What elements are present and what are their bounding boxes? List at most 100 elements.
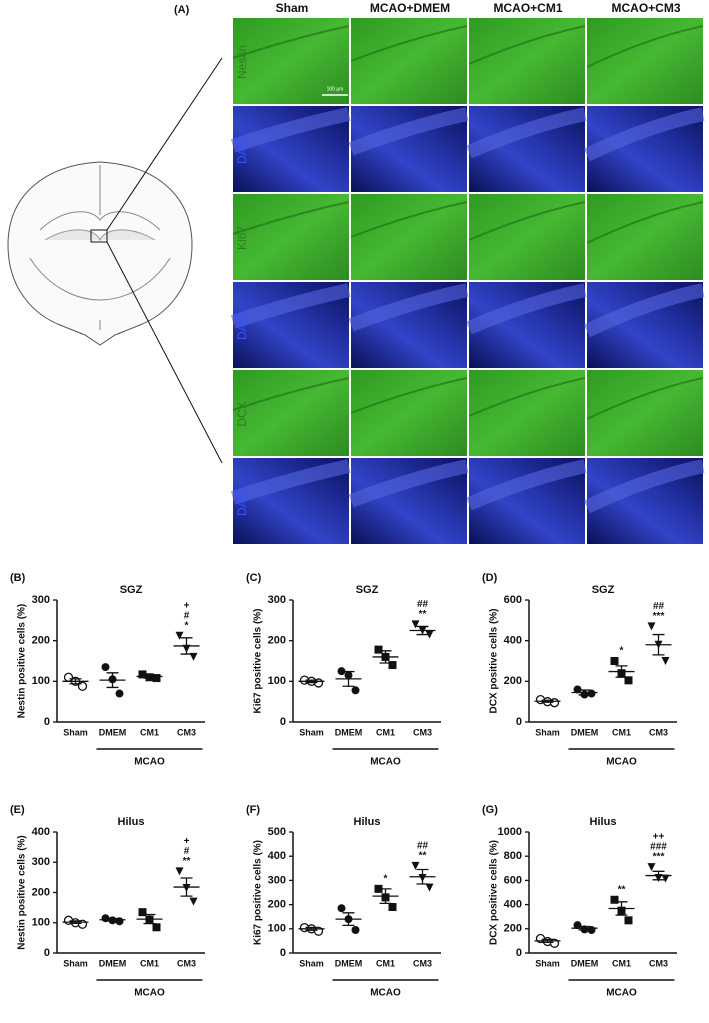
- x-tick-label: CM1: [612, 727, 631, 737]
- micrograph: [469, 194, 585, 280]
- micrograph: [233, 194, 349, 280]
- column-header: MCAO+DMEM: [370, 1, 450, 15]
- y-tick-label: 0: [516, 716, 522, 728]
- tissue-band: [586, 377, 704, 420]
- y-axis-label: Nestin positive cells (%): [17, 835, 28, 949]
- y-axis-label: DCX positive cells (%): [489, 608, 500, 713]
- error-bar: [342, 670, 355, 687]
- y-tick-label: 0: [280, 947, 286, 959]
- tissue-band: [350, 201, 468, 238]
- y-tick-label: 600: [504, 874, 522, 886]
- y-tick-label: 200: [32, 886, 50, 898]
- data-point: [152, 923, 161, 932]
- tissue-band: [348, 459, 469, 508]
- y-tick-label: 0: [516, 947, 522, 959]
- chart-title: Hilus: [590, 816, 617, 828]
- error-bar: [180, 877, 193, 897]
- x-tick-label: Sham: [63, 727, 88, 737]
- significance-label: ##: [653, 601, 665, 612]
- y-axis-label: Ki67 positive cells (%): [253, 608, 264, 713]
- error-bar: [541, 699, 554, 703]
- significance-label: +: [184, 600, 190, 611]
- error-bar: [106, 672, 119, 689]
- data-point: [101, 663, 110, 672]
- data-point: [425, 883, 434, 892]
- x-tick-label: DMEM: [571, 727, 599, 737]
- micrograph: [587, 194, 703, 280]
- significance-label: **: [183, 856, 191, 867]
- significance-label: ##: [417, 599, 429, 610]
- panel-label: (G): [482, 804, 498, 816]
- micrograph: [233, 370, 349, 456]
- x-tick-label: Sham: [299, 727, 324, 737]
- error-bar: [652, 870, 665, 881]
- tissue-band: [232, 377, 350, 411]
- significance-label: +: [184, 836, 190, 847]
- significance-label: ###: [650, 842, 667, 853]
- x-tick-label: CM3: [413, 958, 432, 968]
- significance-label: #: [184, 610, 190, 621]
- data-point: [337, 667, 346, 676]
- row-label: DCX: [235, 401, 249, 426]
- data-point: [661, 657, 670, 665]
- error-bar: [180, 637, 193, 655]
- row-label: Nestin: [235, 45, 249, 79]
- significance-label: *: [185, 620, 189, 631]
- error-bar: [143, 913, 156, 925]
- tissue-band: [230, 283, 351, 329]
- data-point: [138, 908, 147, 917]
- data-point: [624, 676, 633, 685]
- tissue-band: [468, 25, 586, 65]
- tissue-band: [583, 459, 705, 514]
- group-label: MCAO: [134, 757, 165, 768]
- row-label: DAPI: [235, 312, 249, 340]
- x-tick-label: CM3: [177, 727, 196, 737]
- column-header: MCAO+CM3: [611, 1, 680, 15]
- tissue-band: [468, 377, 586, 417]
- data-point: [610, 657, 619, 665]
- panel-label: (F): [246, 804, 260, 816]
- column-header: MCAO+CM1: [493, 1, 562, 15]
- micrograph: [469, 18, 585, 104]
- x-tick-label: CM1: [140, 958, 159, 968]
- y-tick-label: 200: [268, 635, 286, 647]
- y-tick-label: 400: [504, 899, 522, 911]
- x-tick-label: DMEM: [335, 727, 363, 737]
- y-tick-label: 100: [32, 675, 50, 687]
- x-tick-label: CM1: [376, 727, 395, 737]
- x-tick-label: CM3: [649, 727, 668, 737]
- error-bar: [578, 925, 591, 931]
- y-tick-label: 0: [44, 716, 50, 728]
- y-axis-label: Nestin positive cells (%): [17, 604, 28, 718]
- tissue-band: [232, 25, 350, 59]
- y-tick-label: 400: [32, 826, 50, 838]
- x-tick-label: CM3: [649, 958, 668, 968]
- error-bar: [416, 625, 429, 636]
- tissue-band: [230, 459, 351, 505]
- significance-label: #: [184, 846, 190, 857]
- error-bar: [342, 912, 355, 927]
- tissue-band: [583, 107, 705, 162]
- significance-label: *: [620, 646, 624, 657]
- micrograph: [351, 18, 467, 104]
- y-tick-label: 800: [504, 850, 522, 862]
- chart-title: SGZ: [120, 584, 143, 596]
- error-bar: [652, 633, 665, 656]
- significance-label: **: [618, 884, 626, 895]
- y-tick-label: 0: [44, 947, 50, 959]
- data-point: [337, 904, 346, 913]
- y-tick-label: 400: [268, 850, 286, 862]
- significance-label: *: [384, 874, 388, 885]
- row-label: Ki67: [235, 226, 249, 250]
- y-tick-label: 1000: [498, 826, 522, 838]
- data-point: [189, 652, 198, 661]
- tissue-band: [466, 107, 587, 159]
- data-point: [411, 861, 420, 870]
- data-point: [573, 685, 582, 694]
- y-tick-label: 300: [32, 856, 50, 868]
- micrograph: [351, 194, 467, 280]
- x-tick-label: Sham: [535, 958, 560, 968]
- tissue-band: [348, 283, 469, 332]
